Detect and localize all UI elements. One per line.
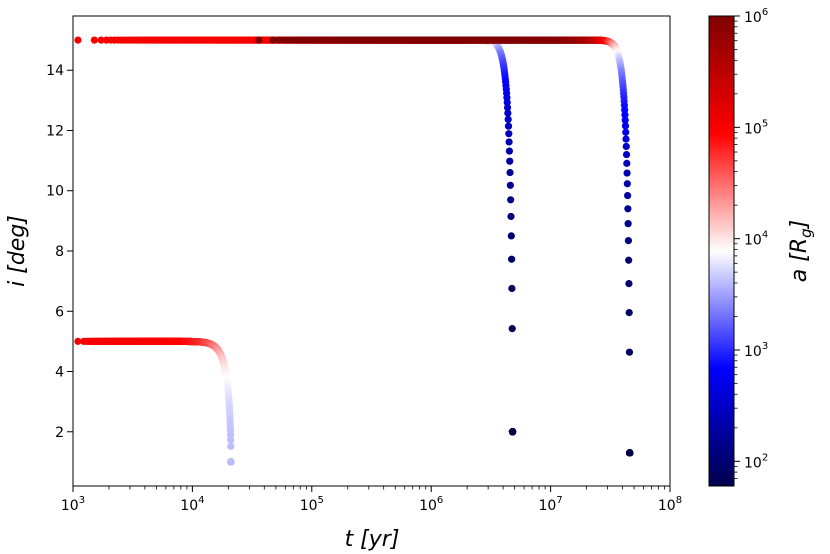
data-point xyxy=(621,116,629,124)
data-point xyxy=(625,279,633,288)
x-tick-label: 106 xyxy=(419,495,443,514)
y-tick-label: 10 xyxy=(46,184,64,200)
y-axis: 2 4 6 8 10 12 14 xyxy=(46,63,73,441)
x-tick-label: 105 xyxy=(300,495,324,514)
data-point xyxy=(622,135,630,143)
data-point xyxy=(504,122,513,130)
y-tick-label: 4 xyxy=(55,365,64,381)
y-tick-label: 14 xyxy=(46,63,64,79)
data-point xyxy=(625,256,633,264)
data-point xyxy=(623,169,631,177)
colorbar-tick-label: 103 xyxy=(744,341,768,360)
data-point xyxy=(622,150,631,159)
data-point xyxy=(508,255,516,263)
data-points xyxy=(74,36,634,466)
data-point xyxy=(507,196,515,204)
data-point xyxy=(507,232,515,240)
data-point xyxy=(626,449,634,457)
data-point xyxy=(504,115,512,123)
plot-frame xyxy=(72,15,671,487)
y-tick-label: 6 xyxy=(55,304,64,320)
x-tick-label: 108 xyxy=(658,495,682,514)
colorbar-ticks: 102 103 104 105 106 xyxy=(734,7,768,479)
x-tick-label: 103 xyxy=(61,495,85,514)
data-point xyxy=(503,103,512,112)
data-point xyxy=(625,309,633,317)
data-point xyxy=(505,138,513,146)
data-point xyxy=(506,181,514,189)
data-point xyxy=(255,36,263,44)
data-point xyxy=(505,130,513,138)
y-tick-label: 12 xyxy=(46,123,64,139)
colorbar-tick-label: 105 xyxy=(744,118,768,137)
data-point xyxy=(227,436,235,444)
data-point xyxy=(624,191,632,200)
data-point xyxy=(97,36,105,44)
colorbar-tick-label: 102 xyxy=(744,452,768,471)
data-point xyxy=(625,348,634,356)
data-point xyxy=(507,212,515,221)
data-point xyxy=(506,168,514,177)
colorbar-gradient xyxy=(708,15,735,487)
data-point xyxy=(227,442,235,450)
colorbar: 102 103 104 105 106 a [Rg] xyxy=(708,7,815,487)
colorbar-label: a [Rg] xyxy=(787,220,815,282)
data-point xyxy=(622,142,630,151)
colorbar-tick-label: 106 xyxy=(744,7,768,26)
x-tick-label: 104 xyxy=(180,495,204,514)
data-point xyxy=(623,159,631,167)
x-axis: 103 104 105 106 107 108 xyxy=(61,486,682,514)
data-point xyxy=(508,428,517,436)
data-point xyxy=(621,111,629,119)
data-point xyxy=(508,284,516,293)
data-point xyxy=(74,337,82,345)
y-tick-label: 8 xyxy=(55,244,64,260)
data-point xyxy=(621,122,630,130)
data-point xyxy=(624,220,632,228)
x-axis-label: t [yr] xyxy=(345,527,400,552)
data-point xyxy=(503,98,511,106)
data-point xyxy=(624,205,632,213)
y-tick-label: 2 xyxy=(55,425,64,441)
data-point xyxy=(90,36,98,44)
data-point xyxy=(74,36,82,44)
data-point xyxy=(623,180,631,188)
data-point xyxy=(227,458,235,466)
data-point xyxy=(269,36,277,44)
data-point xyxy=(505,147,514,155)
y-axis-label: i [deg] xyxy=(5,215,30,287)
data-point xyxy=(504,109,512,117)
data-point xyxy=(622,128,630,136)
data-point xyxy=(506,157,514,165)
data-point xyxy=(508,325,516,333)
data-point xyxy=(624,237,633,245)
x-tick-label: 107 xyxy=(538,495,562,514)
colorbar-tick-label: 104 xyxy=(744,230,768,249)
